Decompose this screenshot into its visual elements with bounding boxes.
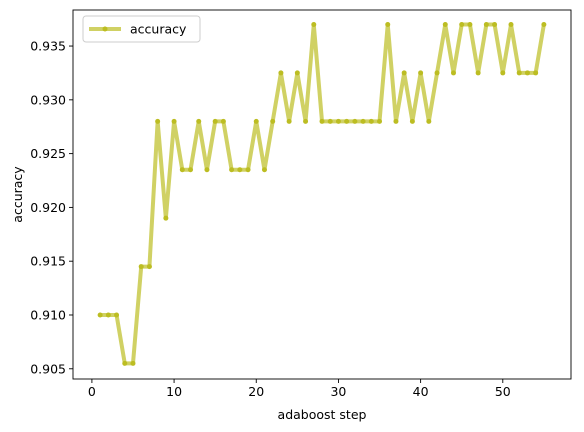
y-tick-label: 0.920 [30, 200, 66, 215]
y-tick-label: 0.930 [30, 92, 66, 107]
data-point [105, 312, 111, 318]
data-point [418, 70, 424, 76]
x-tick-label: 30 [330, 384, 346, 399]
data-point [270, 118, 276, 124]
data-point [541, 22, 547, 28]
data-point [500, 70, 506, 76]
x-tick-label: 0 [88, 384, 96, 399]
data-point [344, 118, 350, 124]
data-point [475, 70, 481, 76]
data-point [220, 118, 226, 124]
data-point [459, 22, 465, 28]
data-point [368, 118, 374, 124]
data-point [163, 215, 169, 221]
data-point [335, 118, 341, 124]
y-tick-label: 0.910 [30, 307, 66, 322]
data-point [229, 167, 235, 173]
data-point [155, 118, 161, 124]
data-point [426, 118, 432, 124]
data-point [97, 312, 103, 318]
data-point [188, 167, 194, 173]
data-point [196, 118, 202, 124]
data-point [524, 70, 530, 76]
data-point [122, 360, 128, 366]
data-point [278, 70, 284, 76]
data-point [385, 22, 391, 28]
data-point [171, 118, 177, 124]
x-tick-label: 20 [248, 384, 264, 399]
data-point [294, 70, 300, 76]
data-point [327, 118, 333, 124]
data-point [261, 167, 267, 173]
x-tick-label: 10 [166, 384, 182, 399]
data-point [237, 167, 243, 173]
data-point [245, 167, 251, 173]
y-tick-label: 0.935 [30, 39, 66, 54]
data-point [114, 312, 120, 318]
data-point [319, 118, 325, 124]
data-point [138, 264, 144, 270]
data-point [393, 118, 399, 124]
data-point [179, 167, 185, 173]
legend-box [82, 15, 201, 43]
data-point [467, 22, 473, 28]
y-axis-label: accuracy [10, 166, 25, 223]
data-point [286, 118, 292, 124]
data-point [516, 70, 522, 76]
data-point [360, 118, 366, 124]
data-point [508, 22, 514, 28]
data-point [204, 167, 210, 173]
data-point [442, 22, 448, 28]
y-tick-label: 0.915 [30, 254, 66, 269]
y-tick-label: 0.925 [30, 146, 66, 161]
data-point [253, 118, 259, 124]
data-point [303, 118, 309, 124]
plot-frame [72, 9, 572, 380]
legend-marker-swatch [102, 26, 108, 32]
y-tick-label: 0.905 [30, 361, 66, 376]
x-tick-label: 50 [495, 384, 511, 399]
data-point [401, 70, 407, 76]
data-point [311, 22, 317, 28]
data-point [434, 70, 440, 76]
data-point [492, 22, 498, 28]
data-point [450, 70, 456, 76]
x-axis-label: adaboost step [278, 407, 367, 422]
data-point [352, 118, 358, 124]
data-point [130, 360, 136, 366]
x-tick-label: 40 [413, 384, 429, 399]
data-point [483, 22, 489, 28]
data-point [533, 70, 539, 76]
legend: accuracy [82, 15, 201, 43]
data-point [377, 118, 383, 124]
data-point [409, 118, 415, 124]
data-point [212, 118, 218, 124]
data-point [146, 264, 152, 270]
legend-label: accuracy [130, 22, 187, 37]
